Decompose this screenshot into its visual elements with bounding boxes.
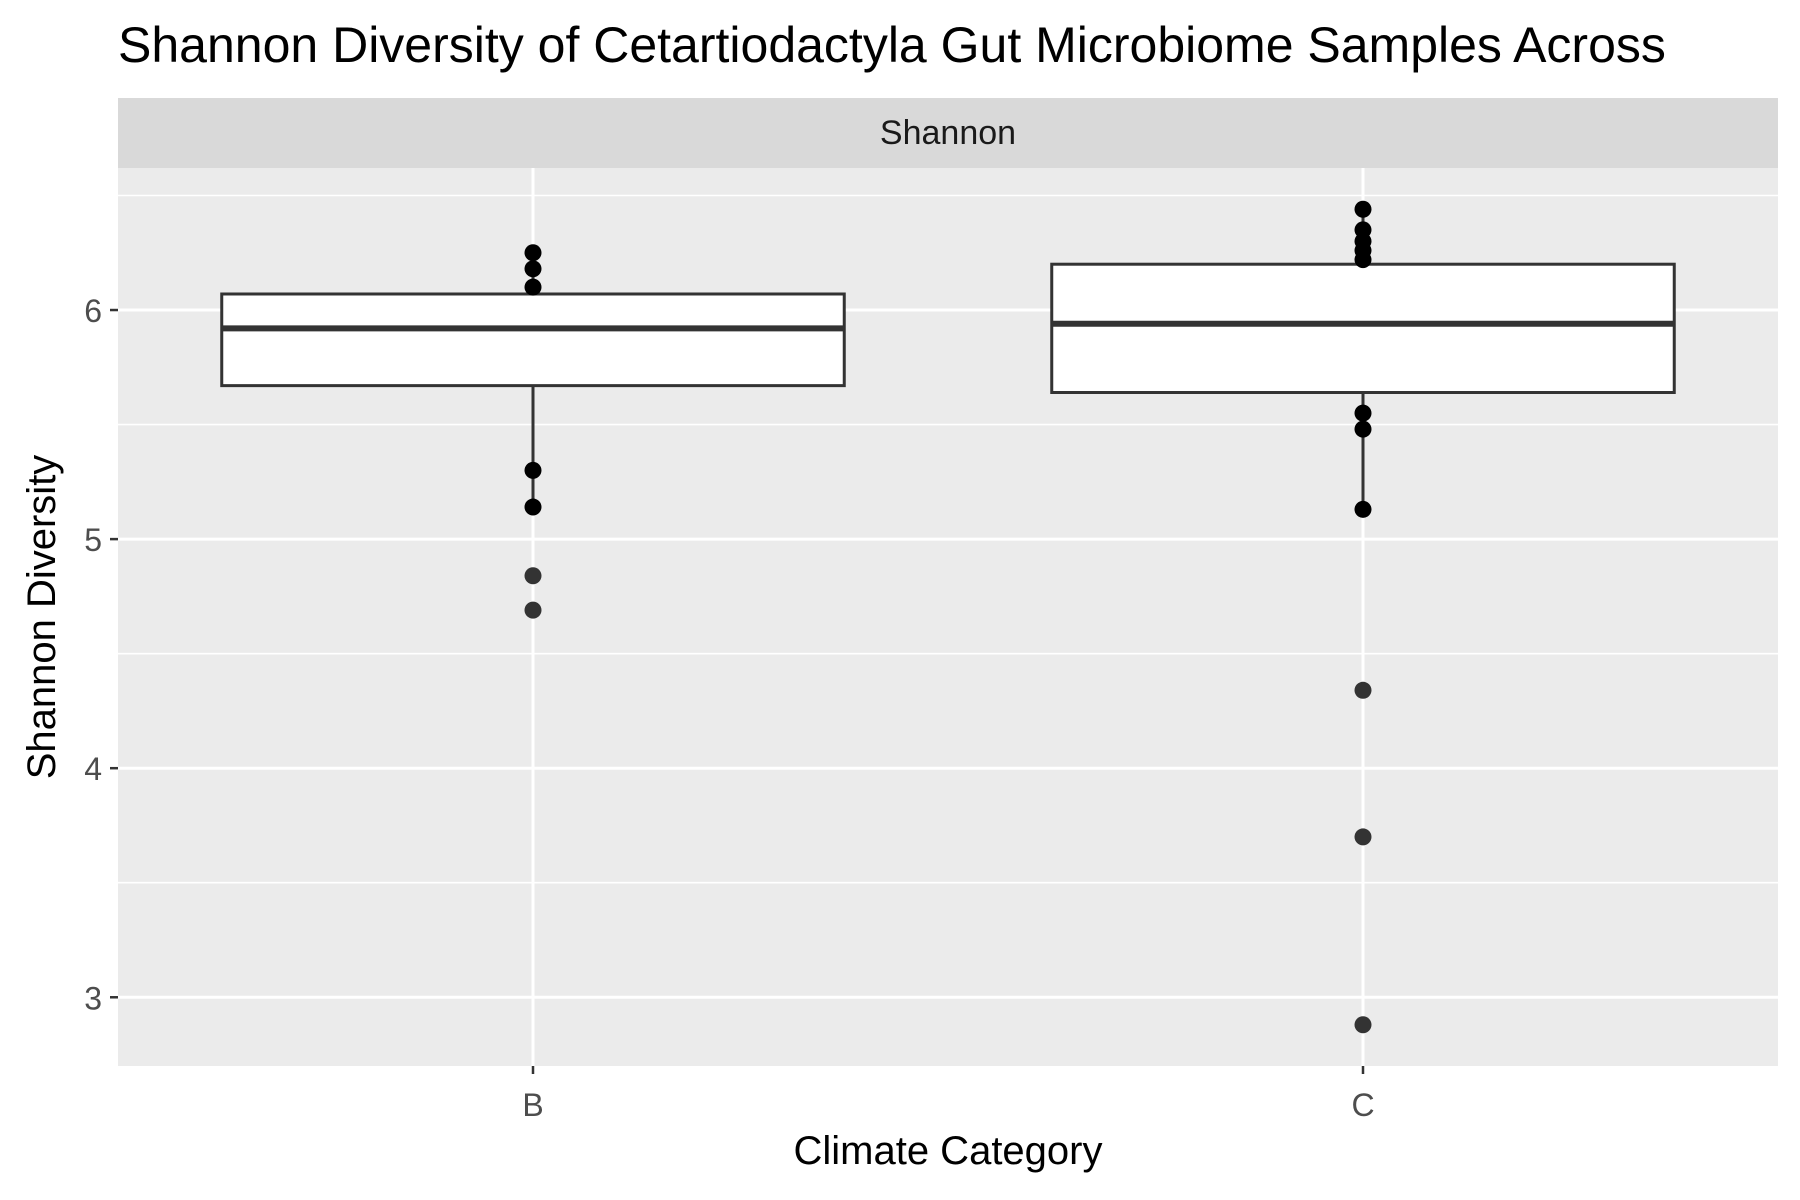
data-points <box>524 200 1372 1034</box>
outlier-point <box>524 601 542 619</box>
chart-title: Shannon Diversity of Cetartiodactyla Gut… <box>118 17 1666 73</box>
y-axis-title: Shannon Diversity <box>20 455 64 780</box>
outlier-point <box>1354 681 1372 699</box>
facet-strip <box>118 98 1778 168</box>
data-point <box>1354 500 1372 518</box>
x-axis-title: Climate Category <box>793 1129 1102 1173</box>
data-point <box>524 498 542 516</box>
data-point <box>1354 420 1372 438</box>
y-axis: 3 4 5 6 <box>84 293 118 1016</box>
boxes <box>220 209 1676 510</box>
y-tick-label: 6 <box>84 293 102 329</box>
data-point <box>524 260 542 278</box>
facet-strip-label: Shannon <box>880 114 1016 152</box>
data-point <box>1354 251 1372 269</box>
y-tick-label: 5 <box>84 522 102 558</box>
y-tick-label: 3 <box>84 980 102 1016</box>
data-point <box>524 461 542 479</box>
x-tick-label: B <box>522 1087 543 1123</box>
data-point <box>524 244 542 262</box>
outlier-point <box>1354 1016 1372 1034</box>
box-iqr <box>220 292 846 388</box>
data-point <box>1354 404 1372 422</box>
data-point <box>1354 200 1372 218</box>
data-point <box>524 278 542 296</box>
box-iqr <box>1050 262 1676 395</box>
outlier-point <box>524 567 542 585</box>
y-tick-label: 4 <box>84 751 102 787</box>
outlier-point <box>1354 828 1372 846</box>
x-tick-label: C <box>1351 1087 1374 1123</box>
